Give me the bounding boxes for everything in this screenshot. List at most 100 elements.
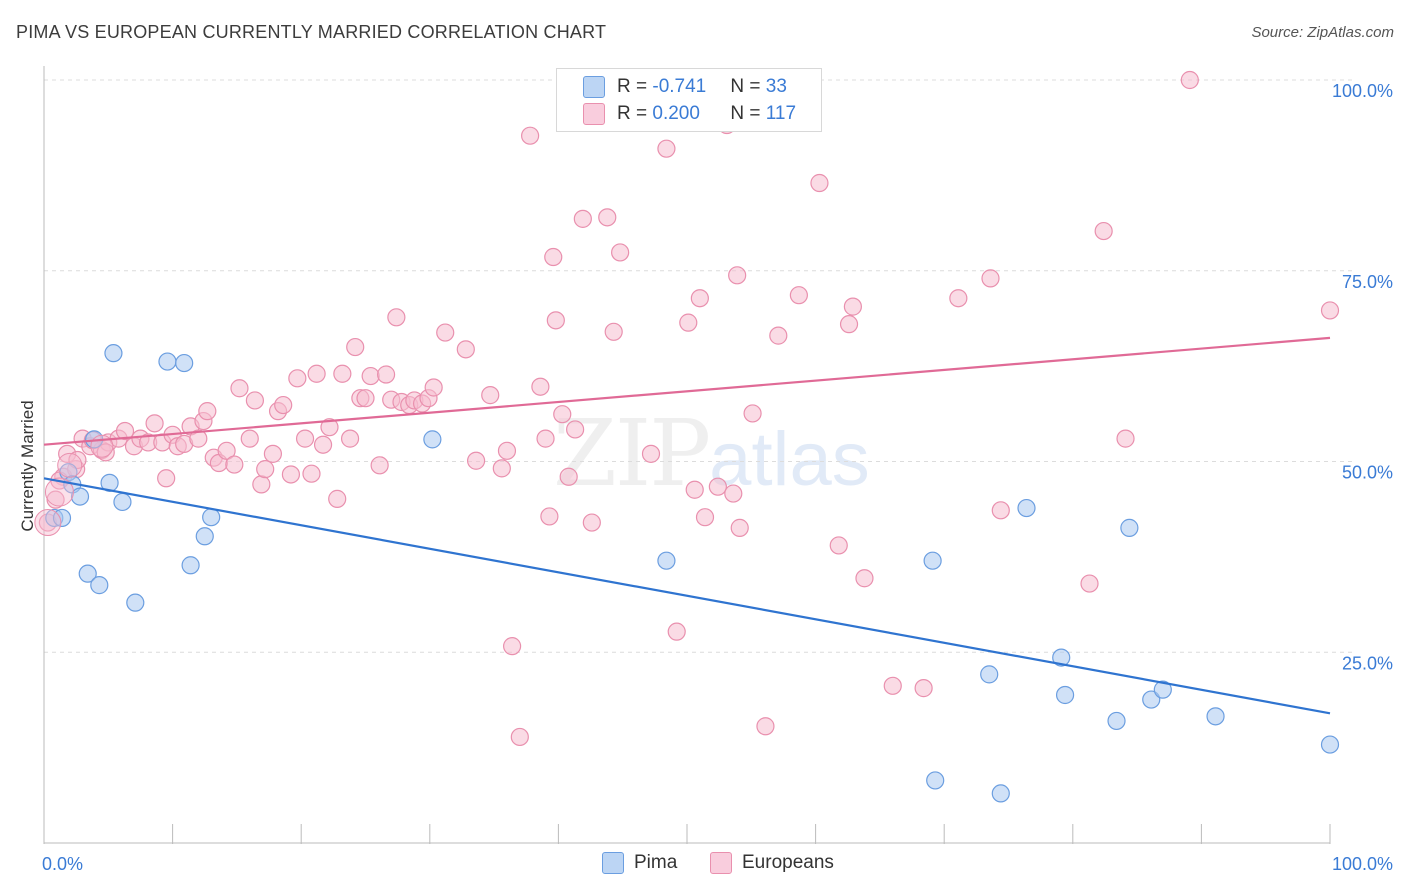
europeans-point — [769, 326, 788, 345]
europeans-point — [295, 429, 315, 448]
pima-point — [1320, 735, 1340, 754]
legend-item-europeans[interactable]: Europeans — [710, 852, 834, 874]
europeans-point — [1180, 70, 1199, 90]
europeans-point — [307, 364, 326, 383]
europeans-trend-line — [43, 336, 1331, 446]
pima-point — [1142, 690, 1161, 709]
pima-point — [1055, 685, 1075, 705]
x-tick-label: 0.0% — [42, 854, 83, 874]
europeans-point — [333, 364, 352, 383]
europeans-point — [1116, 429, 1135, 448]
pima-r-value: -0.741 — [652, 76, 707, 97]
europeans-point — [115, 421, 135, 441]
europeans-point — [240, 429, 259, 448]
europeans-point — [387, 308, 406, 327]
europeans-point — [263, 444, 283, 463]
europeans-point — [492, 459, 511, 478]
pima-point — [70, 487, 90, 506]
europeans-point — [376, 365, 396, 384]
europeans-point — [839, 315, 859, 334]
legend-europeans-label: Europeans — [742, 852, 834, 873]
europeans-r-value: 0.200 — [652, 103, 700, 124]
watermark: ZIPatlas — [553, 400, 870, 507]
europeans-point — [604, 322, 623, 341]
stats-legend: R = -0.741 N = 33 R = 0.200 N = 117 — [556, 68, 822, 132]
europeans-point — [370, 456, 389, 475]
europeans-point — [611, 243, 630, 262]
europeans-point — [685, 480, 704, 499]
europeans-point — [456, 340, 475, 359]
europeans-n-value: 117 — [765, 103, 797, 124]
europeans-point — [145, 414, 164, 433]
europeans-point — [695, 508, 715, 527]
europeans-point — [949, 289, 968, 308]
source-label: Source: ZipAtlas.com — [1251, 24, 1394, 41]
europeans-point — [1320, 301, 1340, 320]
europeans-point — [230, 379, 249, 398]
x-tick-label: 100.0% — [1332, 854, 1393, 874]
pima-point — [175, 353, 194, 373]
europeans-point — [667, 622, 686, 641]
pima-point — [1017, 498, 1036, 518]
pima-point — [926, 771, 945, 790]
europeans-point — [730, 518, 749, 537]
pima-swatch — [583, 76, 605, 98]
europeans-point — [225, 455, 244, 474]
stats-row-pima: R = -0.741 N = 33 — [583, 75, 787, 99]
pima-point — [181, 556, 200, 575]
europeans-point — [536, 429, 555, 448]
pima-trend-line — [43, 477, 1331, 715]
europeans-point — [855, 569, 874, 588]
europeans-point — [328, 489, 347, 508]
europeans-point — [503, 637, 522, 656]
y-tick-label: 75.0% — [1342, 272, 1393, 292]
europeans-point — [1080, 574, 1099, 593]
europeans-point — [245, 391, 265, 410]
europeans-point — [481, 386, 500, 405]
europeans-point — [361, 366, 380, 386]
legend-item-pima[interactable]: Pima — [602, 852, 677, 874]
europeans-point — [728, 266, 747, 285]
pima-point — [1206, 707, 1225, 726]
europeans-point — [981, 269, 1000, 288]
europeans-point — [96, 443, 115, 462]
europeans-point — [544, 247, 563, 267]
europeans-point — [256, 460, 275, 479]
stats-row-europeans: R = 0.200 N = 117 — [583, 102, 796, 126]
europeans-point — [566, 420, 585, 439]
europeans-point — [756, 717, 775, 736]
europeans-point — [217, 441, 236, 460]
chart-title: PIMA VS EUROPEAN CURRENTLY MARRIED CORRE… — [16, 22, 607, 42]
europeans-point — [829, 536, 848, 555]
pima-point — [104, 344, 123, 363]
europeans-cluster-point — [44, 477, 74, 507]
pima-point — [158, 352, 177, 371]
y-tick-label: 50.0% — [1342, 463, 1393, 483]
pima-point — [202, 508, 221, 527]
pima-point — [113, 492, 132, 512]
pima-point — [1107, 711, 1126, 731]
europeans-point — [340, 429, 360, 448]
europeans-point — [288, 369, 307, 388]
pima-point — [90, 576, 109, 595]
europeans-point — [690, 289, 709, 308]
europeans-cluster-point — [57, 452, 83, 478]
europeans-point — [189, 429, 208, 448]
europeans-point — [157, 469, 176, 488]
europeans-point — [356, 389, 375, 408]
pima-point — [126, 593, 145, 612]
pima-point — [991, 784, 1010, 803]
legend-pima-label: Pima — [634, 852, 678, 873]
europeans-point — [724, 484, 743, 503]
europeans-cluster-point — [34, 509, 62, 537]
y-tick-label: 100.0% — [1332, 81, 1393, 101]
pima-n-label: N = — [730, 76, 766, 97]
europeans-point — [553, 405, 572, 424]
europeans-swatch — [583, 103, 605, 125]
europeans-point — [559, 467, 578, 486]
series-legend: Pima Europeans — [0, 852, 1406, 878]
europeans-point — [679, 313, 698, 332]
europeans-point — [281, 465, 301, 484]
europeans-point — [789, 286, 808, 305]
europeans-point — [320, 418, 339, 437]
